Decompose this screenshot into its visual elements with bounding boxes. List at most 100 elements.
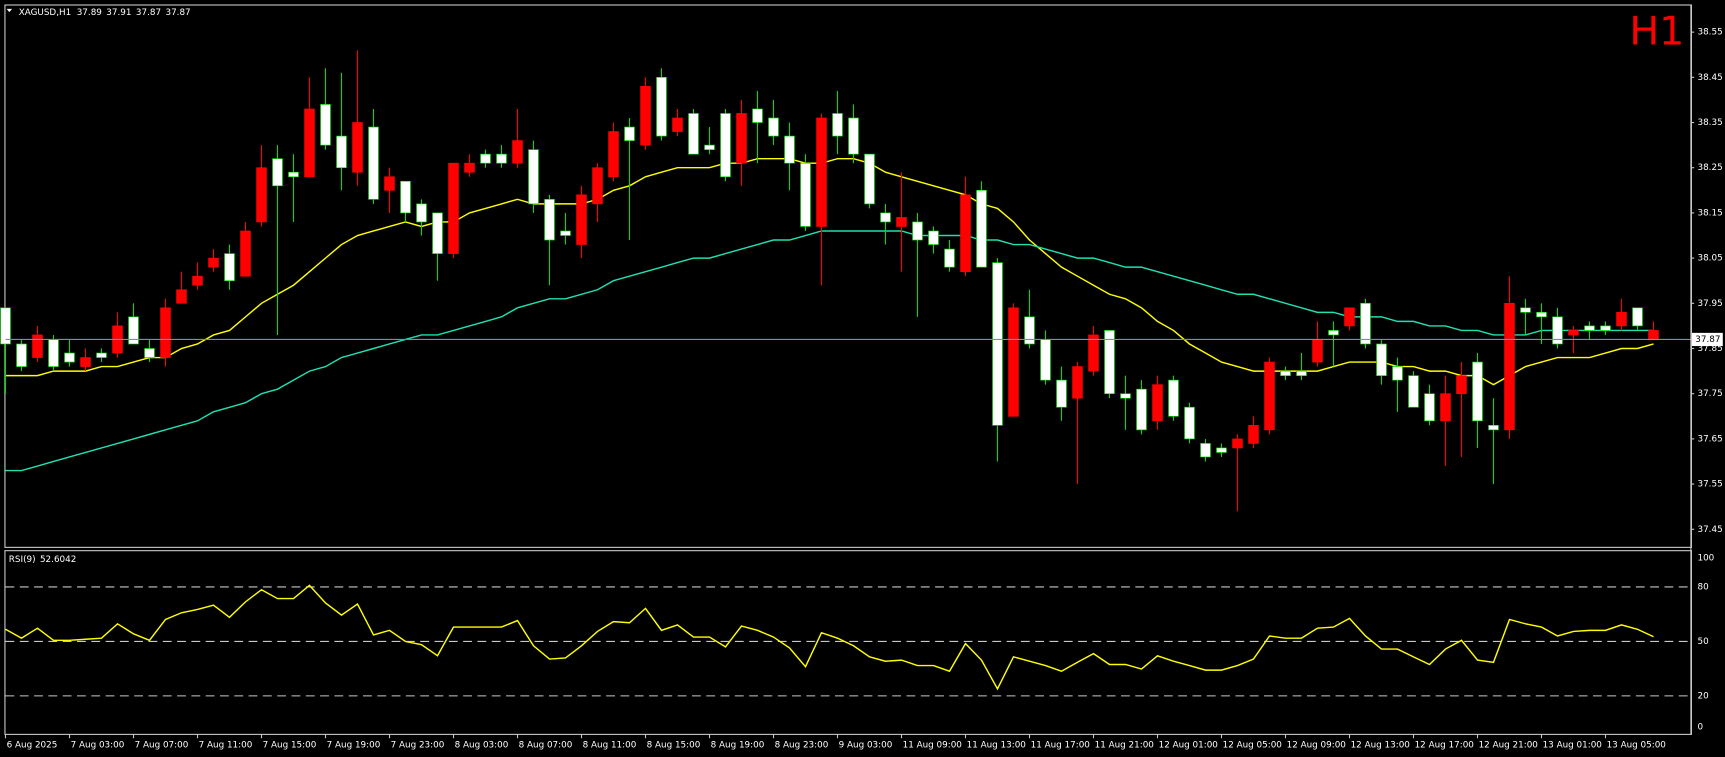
candle-body	[624, 126, 635, 141]
moving-average	[5, 230, 1654, 472]
x-tick-label: 11 Aug 13:00	[967, 740, 1027, 750]
candle-body	[1216, 447, 1227, 453]
candle-body	[464, 162, 475, 173]
y-tick-label: 38.35	[1697, 118, 1722, 128]
candle-body	[128, 316, 139, 345]
candle-body	[1344, 307, 1355, 327]
candle-body	[992, 262, 1003, 426]
candle-body	[1472, 361, 1483, 422]
high-value: 37.91	[106, 8, 131, 18]
candle-body	[880, 212, 891, 223]
x-tick-label: 12 Aug 17:00	[1415, 740, 1475, 750]
candle-body	[64, 352, 75, 363]
candle-body	[1568, 330, 1579, 336]
candle-body	[48, 339, 59, 367]
candle-body	[1248, 425, 1259, 444]
candle-body	[944, 248, 955, 268]
candle-body	[960, 194, 971, 272]
candle-body	[1536, 312, 1547, 318]
candle-body	[208, 257, 219, 268]
candle-body	[1008, 307, 1019, 417]
candle-body	[160, 307, 171, 358]
candle-body	[16, 343, 27, 367]
candle-body	[864, 153, 875, 205]
candle-body	[496, 153, 507, 164]
candle-body	[1088, 334, 1099, 372]
candle-body	[1312, 339, 1323, 363]
candle-body	[1024, 316, 1035, 345]
candle-body	[784, 135, 795, 164]
candle-body	[1440, 393, 1451, 422]
candle-body	[304, 108, 315, 178]
x-tick-label: 13 Aug 05:00	[1607, 740, 1667, 750]
candle-body	[1136, 388, 1147, 431]
candle-body	[1456, 375, 1467, 395]
candle-body	[752, 108, 763, 123]
candle-body	[816, 117, 827, 227]
x-tick-label: 6 Aug 2025	[7, 740, 58, 750]
candle-body	[1504, 302, 1515, 431]
rsi-header: RSI(9) 52.6042	[9, 554, 77, 564]
x-tick-label: 12 Aug 13:00	[1351, 740, 1411, 750]
candle-body	[1152, 384, 1163, 422]
candle-body	[1168, 379, 1179, 417]
timeframe-label: H1	[1629, 9, 1684, 55]
candle-body	[1232, 438, 1243, 449]
candle-body	[400, 180, 411, 214]
candle-body	[352, 122, 363, 173]
x-tick-label: 12 Aug 01:00	[1159, 740, 1219, 750]
y-tick-label: 38.25	[1697, 163, 1722, 173]
close-value: 37.87	[165, 8, 190, 18]
candle-body	[0, 307, 11, 345]
candle-body	[1392, 366, 1403, 381]
y-tick-label: 37.55	[1697, 480, 1722, 490]
candle-body	[1520, 307, 1531, 313]
x-tick-label: 8 Aug 07:00	[519, 740, 573, 750]
low-value: 37.87	[136, 8, 161, 18]
candle-body	[1264, 361, 1275, 431]
candle-body	[976, 189, 987, 268]
y-tick-label: 38.55	[1697, 28, 1722, 38]
rsi-title: RSI(9)	[9, 554, 36, 564]
candle-body	[1600, 325, 1611, 331]
candle-body	[800, 162, 811, 227]
candle-body	[432, 212, 443, 254]
candle-body	[512, 140, 523, 164]
candle-body	[288, 171, 299, 178]
candle-body	[1424, 393, 1435, 422]
candle-body	[1056, 379, 1067, 408]
price-label-box	[1691, 332, 1723, 347]
candle-body	[320, 104, 331, 146]
candle-body	[592, 167, 603, 205]
chart-header: XAGUSD,H1 37.89 37.91 37.87 37.87	[19, 8, 191, 18]
candle-body	[672, 117, 683, 132]
candle-body	[528, 149, 539, 205]
y-tick-label: 37.75	[1697, 389, 1722, 399]
menu-arrow	[6, 8, 13, 13]
y-tick-label: 20	[1697, 691, 1709, 701]
y-tick-label: 38.45	[1697, 73, 1722, 83]
x-tick-label: 8 Aug 03:00	[455, 740, 509, 750]
price-label: 37.87	[1695, 335, 1720, 345]
candle-body	[224, 253, 235, 282]
candle-body	[1120, 393, 1131, 399]
candle-body	[1408, 375, 1419, 408]
candle-body	[1376, 343, 1387, 376]
x-tick-label: 7 Aug 03:00	[71, 740, 125, 750]
candle-body	[1552, 316, 1563, 345]
candle-body	[192, 275, 203, 286]
candle-body	[1184, 406, 1195, 440]
candle-body	[368, 126, 379, 200]
candle-body	[32, 334, 43, 358]
x-tick-label: 7 Aug 15:00	[263, 740, 317, 750]
y-tick-label: 0	[1697, 723, 1703, 733]
candle-body	[240, 230, 251, 277]
y-tick-label: 37.85	[1697, 344, 1722, 354]
candle-body	[144, 348, 155, 358]
candle-body	[1328, 330, 1339, 336]
candle-body	[80, 357, 91, 367]
candle-body	[544, 199, 555, 241]
y-tick-label: 37.65	[1697, 434, 1722, 444]
candle-body	[1072, 366, 1083, 399]
